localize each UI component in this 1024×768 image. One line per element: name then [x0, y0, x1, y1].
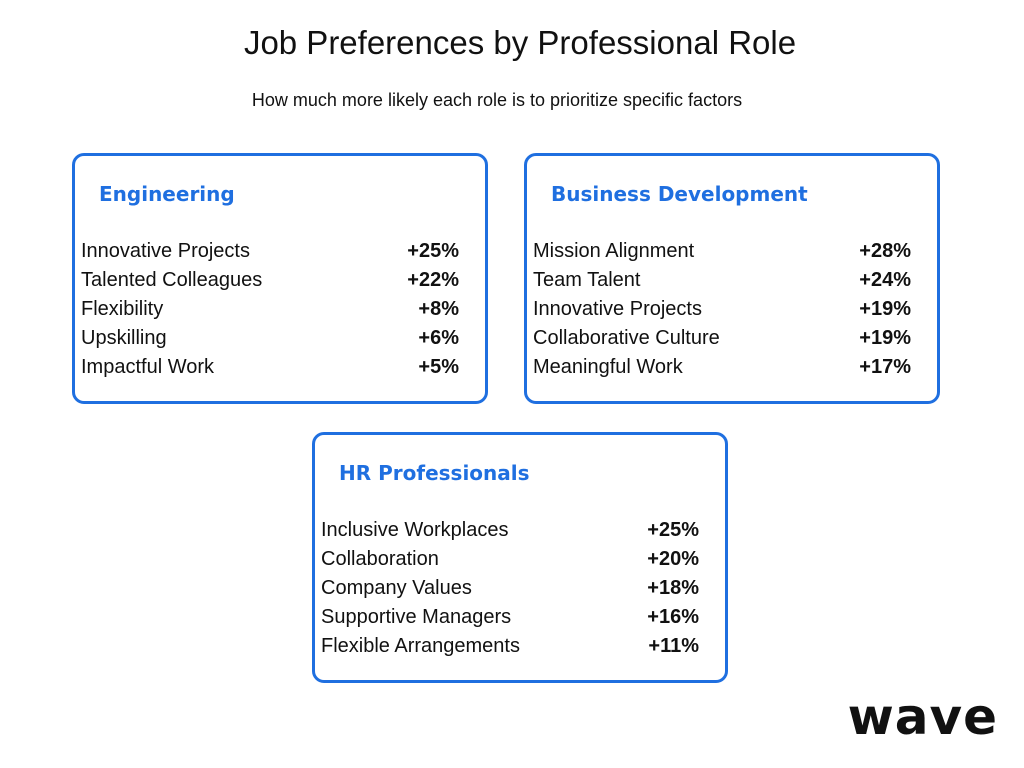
row-label: Impactful Work: [81, 356, 214, 378]
row-value: +22%: [407, 269, 459, 291]
row-label: Team Talent: [533, 269, 641, 291]
row-label: Collaborative Culture: [533, 327, 720, 349]
logo: wave: [847, 688, 998, 746]
row-label: Supportive Managers: [321, 606, 512, 628]
row-value: +24%: [859, 269, 911, 291]
row-value: +11%: [648, 635, 699, 657]
row-value: +17%: [859, 356, 911, 378]
row-label: Mission Alignment: [533, 240, 695, 262]
title: Job Preferences by Professional Role: [243, 24, 797, 61]
card: HR Professionals Inclusive Workplaces +25%…: [312, 432, 728, 683]
card-title: Business Development: [551, 182, 808, 206]
row-label: Company Values: [321, 577, 472, 599]
row-value: +25%: [407, 240, 459, 262]
row-value: +20%: [647, 548, 699, 570]
row-label: Flexible Arrangements: [321, 635, 520, 657]
row-label: Meaningful Work: [533, 356, 683, 378]
row-value: +6%: [418, 327, 459, 349]
row-label: Innovative Projects: [81, 240, 250, 262]
row-label: Talented Colleagues: [81, 269, 263, 291]
row-value: +28%: [859, 240, 911, 262]
row-label: Upskilling: [81, 327, 167, 349]
card-title: HR Professionals: [339, 461, 530, 485]
row-label: Collaboration: [321, 548, 439, 570]
row-value: +16%: [647, 606, 699, 628]
row-value: +18%: [647, 577, 699, 599]
card: Engineering Innovative Projects +25% Talent…: [72, 153, 488, 404]
subtitle: How much more likely each role is to pri…: [251, 90, 743, 110]
row-label: Flexibility: [81, 298, 164, 320]
row-value: +8%: [418, 298, 459, 320]
row-label: Inclusive Workplaces: [321, 519, 509, 541]
row-value: +25%: [647, 519, 699, 541]
row-value: +5%: [418, 356, 459, 378]
card: Business Development Mission Alignment +28…: [524, 153, 940, 404]
card-title: Engineering: [99, 182, 235, 206]
row-value: +19%: [859, 298, 911, 320]
row-value: +19%: [859, 327, 911, 349]
row-label: Innovative Projects: [533, 298, 702, 320]
